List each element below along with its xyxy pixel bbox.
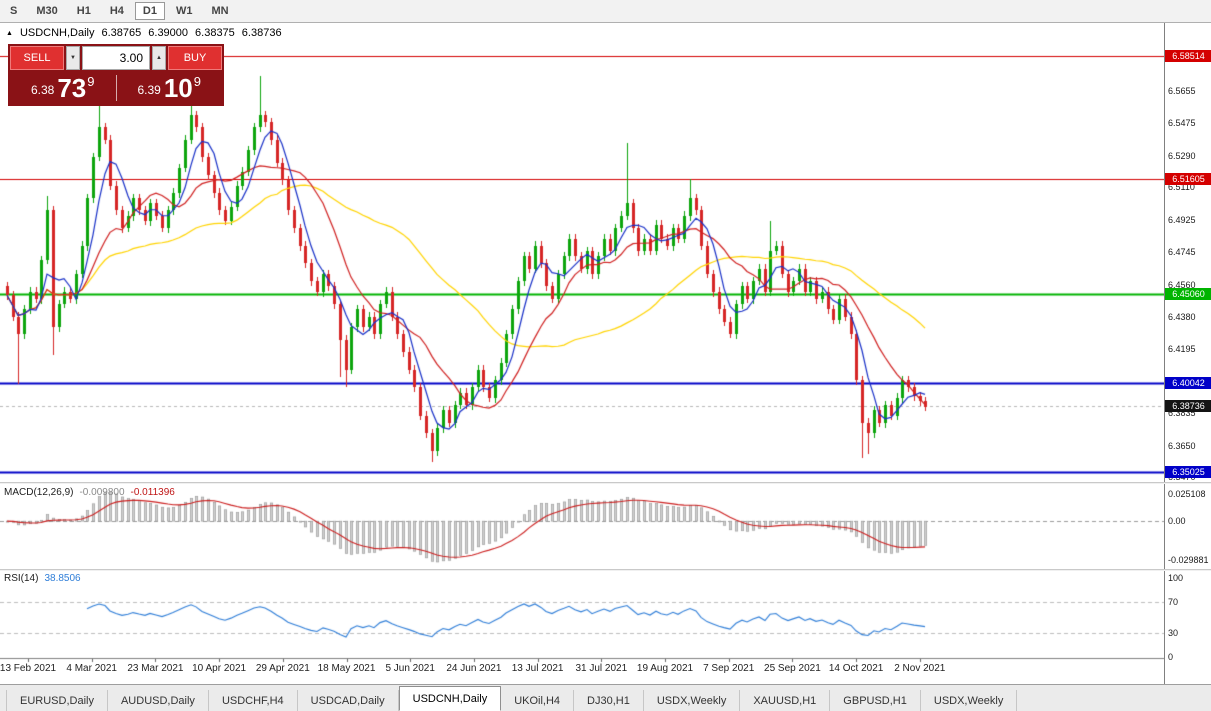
quote-low: 6.38375 (195, 27, 235, 39)
macd-indicator-label: MACD(12,26,9) -0.009800 -0.011396 (4, 487, 175, 498)
chart-tab-usdcnh-daily[interactable]: USDCNH,Daily (398, 686, 502, 711)
chart-tab-usdx-weekly[interactable]: USDX,Weekly (921, 690, 1018, 711)
price-tick-label: 6.4745 (1168, 247, 1196, 257)
macd-value: -0.009800 (79, 487, 125, 498)
trade-controls-row: SELL ▼ ▲ BUY (10, 46, 222, 70)
date-tick-label: 25 Sep 2021 (764, 663, 821, 674)
chart-tab-gbpusd-h1[interactable]: GBPUSD,H1 (830, 690, 921, 711)
price-level-badge: 6.40042 (1165, 376, 1211, 389)
macd-signal-value: -0.011396 (130, 487, 175, 498)
buy-button[interactable]: BUY (168, 46, 222, 70)
price-tick-label: 6.5110 (1168, 182, 1195, 193)
rsi-value: 38.8506 (44, 573, 81, 584)
chart-tab-eurusd-daily[interactable]: EURUSD,Daily (6, 690, 108, 711)
price-tick-label: 6.5290 (1168, 150, 1196, 161)
chart-tab-usdx-weekly[interactable]: USDX,Weekly (644, 690, 741, 711)
chart-tab-usdchf-h4[interactable]: USDCHF,H4 (209, 690, 298, 711)
panel-separator-rsi[interactable] (0, 569, 1211, 571)
timeframe-button-h4[interactable]: H4 (109, 5, 124, 17)
price-tick-label: 6.4195 (1168, 344, 1196, 355)
rsi-scale-label: 70 (1168, 596, 1179, 607)
chart-tab-xauusd-h1[interactable]: XAUUSD,H1 (740, 690, 831, 711)
ask-price: 6.39 10 9 (117, 74, 223, 102)
rsi-name: RSI(14) (4, 573, 39, 584)
timeframe-button-w1[interactable]: W1 (175, 5, 193, 17)
panel-separator-macd[interactable] (0, 482, 1211, 484)
volume-increase-button[interactable]: ▲ (152, 46, 166, 70)
bid-ask-divider (115, 75, 117, 101)
rsi-scale-label: 30 (1168, 628, 1179, 639)
collapse-arrow-icon[interactable]: ▲ (6, 29, 13, 37)
macd-scale-label: 0.025108 (1168, 489, 1206, 499)
price-level-badge: 6.45060 (1165, 288, 1211, 301)
timeframe-button-m30[interactable]: M30 (36, 5, 58, 17)
chart-symbol-label: USDCNH,Daily (19, 27, 95, 39)
one-click-trading-panel: SELL ▼ ▲ BUY 6.38 73 9 6.39 10 9 (8, 44, 224, 106)
ask-pip-digit: 9 (193, 74, 201, 89)
price-level-badge: 6.35025 (1165, 465, 1211, 478)
chart-tab-usdcad-daily[interactable]: USDCAD,Daily (298, 690, 399, 711)
date-tick-label: 31 Jul 2021 (575, 663, 628, 674)
chart-tab-audusd-daily[interactable]: AUDUSD,Daily (108, 690, 209, 711)
timeframe-button-mn[interactable]: MN (211, 5, 229, 17)
timeframe-bar: S M30 H1 H4 D1 W1 MN (0, 0, 1211, 23)
date-tick-label: 24 Jun 2021 (446, 663, 502, 674)
date-tick-label: 14 Oct 2021 (828, 663, 884, 674)
date-tick-label: 29 Apr 2021 (255, 663, 310, 674)
bid-pip-digit: 9 (87, 74, 95, 89)
date-tick-label: 19 Aug 2021 (636, 663, 694, 674)
date-tick-label: 13 Jul 2021 (511, 663, 564, 674)
date-tick-label: 7 Sep 2021 (703, 663, 755, 674)
price-tick-label: 6.5655 (1168, 86, 1196, 97)
ask-big-digits: 10 (163, 73, 193, 103)
date-tick-label: 13 Feb 2021 (0, 663, 57, 674)
date-axis[interactable]: 13 Feb 2021 4 Mar 2021 23 Mar 2021 10 Apr 2… (0, 658, 1164, 684)
date-tick-label: 10 Apr 2021 (192, 663, 247, 674)
price-tick-label: 6.4925 (1168, 215, 1196, 226)
chart-tab-dj30-h1[interactable]: DJ30,H1 (574, 690, 644, 711)
chart-tab-ukoil-h4[interactable]: UKOil,H4 (501, 690, 575, 711)
price-tick-label: 6.3650 (1168, 440, 1196, 451)
timeframe-button-h1[interactable]: H1 (76, 5, 91, 17)
date-tick-label: 18 May 2021 (317, 663, 376, 674)
price-axis[interactable]: 6.5655 6.5475 6.5290 6.5110 6.4925 6.4745 6.45… (1164, 23, 1211, 684)
price-tick-label: 6.5475 (1168, 117, 1196, 128)
bid-price: 6.38 73 9 (10, 74, 116, 102)
macd-name: MACD(12,26,9) (4, 487, 74, 498)
macd-scale-label: 0.00 (1168, 516, 1186, 527)
date-tick-label: 2 Nov 2021 (894, 663, 946, 674)
price-level-badge: 6.58514 (1165, 50, 1211, 63)
rsi-indicator-label: RSI(14) 38.8506 (4, 573, 81, 584)
date-tick-label: 23 Mar 2021 (127, 663, 184, 674)
quote-open: 6.38765 (101, 27, 142, 39)
sell-button[interactable]: SELL (10, 46, 64, 70)
price-tick-label: 6.4380 (1168, 311, 1196, 322)
rsi-scale-label: 0 (1168, 652, 1174, 662)
price-tick-label: 6.4560 (1168, 279, 1196, 290)
rsi-scale-label: 100 (1168, 573, 1184, 583)
quote-high: 6.39000 (148, 27, 189, 39)
date-tick-label: 4 Mar 2021 (66, 663, 117, 674)
volume-decrease-button[interactable]: ▼ (66, 46, 80, 70)
price-level-badge: 6.51605 (1165, 172, 1211, 185)
price-tick-label: 6.3835 (1168, 407, 1196, 418)
timeframe-button-d1[interactable]: D1 (134, 2, 165, 20)
macd-scale-label: -0.029881 (1168, 555, 1209, 565)
chart-quote-header: ▲ USDCNH,Daily 6.38765 6.39000 6.38375 6… (6, 27, 282, 39)
date-tick-label: 5 Jun 2021 (385, 663, 435, 674)
chart-tab-bar: EURUSD,Daily AUDUSD,Daily USDCHF,H4 USDCAD,… (0, 684, 1211, 711)
bid-big-digits: 73 (57, 73, 87, 103)
ask-prefix: 6.39 (137, 83, 161, 97)
bid-prefix: 6.38 (30, 83, 55, 97)
quote-close: 6.38736 (241, 27, 282, 39)
bid-ask-row: 6.38 73 9 6.39 10 9 (10, 72, 222, 104)
current-price-badge: 6.38736 (1165, 400, 1211, 413)
timeframe-button-s[interactable]: S (10, 5, 18, 17)
volume-input[interactable] (82, 46, 150, 70)
